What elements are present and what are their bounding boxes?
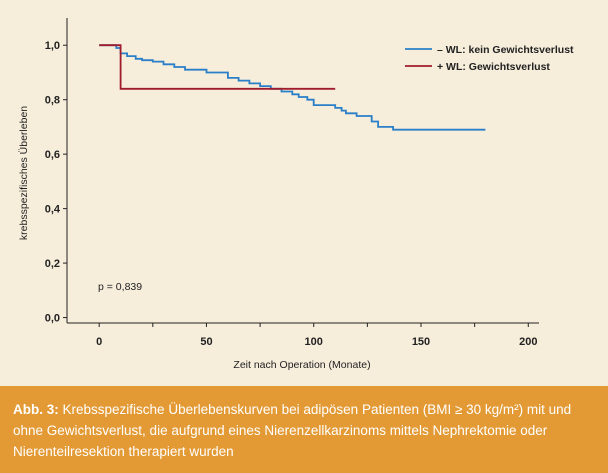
- x-tick-label: 50: [200, 336, 212, 348]
- x-axis-title: Zeit nach Operation (Monate): [233, 359, 370, 371]
- y-tick-label: 0,0: [45, 313, 60, 325]
- y-tick-label: 0,4: [45, 204, 61, 216]
- chart-area: 0,0 0,2 0,4 0,6 0,8 1,0 0 50 100 150 200 – WL: kei…: [18, 18, 574, 371]
- series-line-2: [99, 44, 336, 90]
- legend-label-1: – WL: kein Gewichtsverlust: [437, 44, 574, 56]
- y-axis-title: krebsspezifisches Überleben: [18, 106, 30, 240]
- caption-text: Krebsspezifische Überlebenskurven bei ad…: [13, 402, 572, 459]
- x-tick-label: 150: [412, 336, 430, 348]
- y-tick-label: 1,0: [45, 40, 60, 52]
- series-line-1: [99, 44, 486, 131]
- x-tick-label: 200: [519, 336, 537, 348]
- ticks: 0,0 0,2 0,4 0,6 0,8 1,0 0 50 100 150 200: [45, 40, 538, 348]
- y-tick-label: 0,8: [45, 95, 60, 107]
- y-tick-label: 0,6: [45, 149, 60, 161]
- legend-label-2: + WL: Gewichtsverlust: [437, 61, 550, 73]
- axes: [66, 18, 539, 324]
- x-tick-label: 100: [305, 336, 323, 348]
- caption-label: Abb. 3:: [13, 402, 59, 417]
- survival-chart: 0,0 0,2 0,4 0,6 0,8 1,0 0 50 100 150 200 – WL: kei…: [18, 18, 574, 371]
- x-tick-label: 0: [96, 336, 102, 348]
- p-value-annotation: p = 0,839: [98, 281, 142, 293]
- legend: – WL: kein Gewichtsverlust + WL: Gewichts…: [405, 44, 574, 73]
- series-lines: [99, 44, 486, 131]
- figure-caption: Abb. 3: Krebsspezifische Überlebenskurve…: [0, 386, 608, 473]
- y-tick-label: 0,2: [45, 258, 60, 270]
